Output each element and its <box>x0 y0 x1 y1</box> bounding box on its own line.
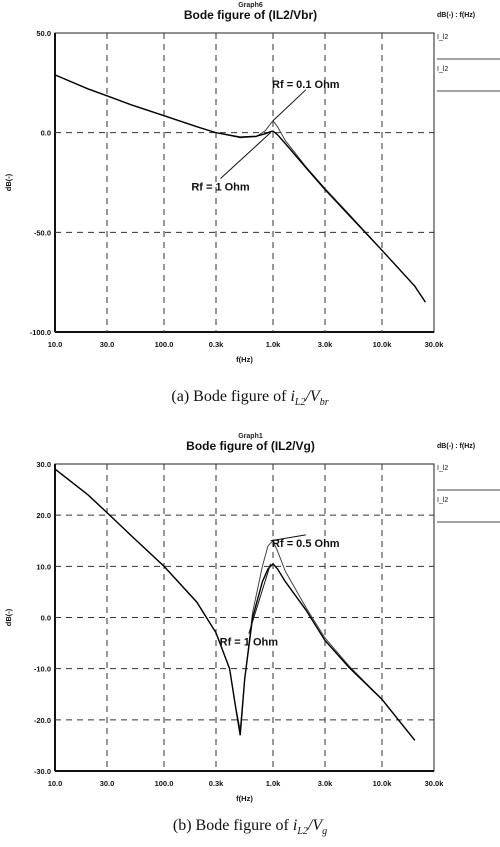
chart-title: Bode figure of (IL2/Vbr) <box>184 8 317 22</box>
bode-plot-a: Graph6 Bode figure of (IL2/Vbr) 10.0 30.0 10… <box>0 0 500 420</box>
legend-header: dB(-) : f(Hz) <box>437 443 475 450</box>
legend-entry: I_l2 <box>437 66 448 73</box>
y-tick-label: -100.0 <box>30 328 51 337</box>
caption-a: (a) Bode figure of iL2/Vbr <box>0 388 500 408</box>
legend-entry: I_l2 <box>437 465 448 472</box>
x-axis-label: f(Hz) <box>236 355 253 364</box>
x-tick-label: 1.0k <box>266 779 281 788</box>
legend-entry: I_l2 <box>437 497 448 504</box>
caption-b-num: i <box>292 817 298 834</box>
series-line-2 <box>54 468 416 741</box>
annotation-label: Rf = 0.5 Ohm <box>272 538 340 550</box>
y-tick-label: -20.0 <box>34 716 51 725</box>
y-tick-label: -30.0 <box>34 767 51 776</box>
x-tick-label: 0.3k <box>209 779 224 788</box>
x-tick-label: 30.0 <box>100 779 115 788</box>
graph-label: Graph6 <box>238 2 263 9</box>
y-tick-label: 30.0 <box>36 460 51 469</box>
y-tick-label: 10.0 <box>36 562 51 571</box>
bode-plot-b: Graph1 Bode figure of (IL2/Vg) 10.0 30.0 100… <box>0 423 500 847</box>
caption-a-num: i <box>290 388 295 405</box>
y-tick-label: -10.0 <box>34 665 51 674</box>
annotation-label: Rf = 0.1 Ohm <box>272 79 340 91</box>
annotation-arrow <box>248 563 272 634</box>
annotation-label: Rf = 1 Ohm <box>220 637 279 649</box>
caption-b-prefix: (b) Bode figure of <box>172 817 293 834</box>
x-tick-label: 3.0k <box>318 779 333 788</box>
x-axis-label: f(Hz) <box>236 794 253 803</box>
legend-entry: I_l2 <box>437 34 448 41</box>
x-tick-label: 1.0k <box>266 340 281 349</box>
caption-a-sep: / <box>305 388 310 405</box>
x-tick-label: 3.0k <box>318 340 333 349</box>
caption-b-num-sub: L2 <box>297 826 308 838</box>
legend-header: dB(-) : f(Hz) <box>437 12 475 19</box>
x-tick-label: 100.0 <box>155 340 174 349</box>
graph-label: Graph1 <box>238 433 263 440</box>
annotation-label: Rf = 1 Ohm <box>191 181 250 193</box>
chart-title: Bode figure of (IL2/Vg) <box>186 439 315 453</box>
annotation-arrow <box>270 534 306 542</box>
series-line-2 <box>54 74 426 303</box>
annotation-arrow <box>272 89 307 122</box>
x-tick-label: 10.0 <box>48 340 63 349</box>
x-tick-label: 100.0 <box>155 779 174 788</box>
x-tick-label: 10.0k <box>373 779 393 788</box>
x-tick-label: 0.3k <box>209 340 224 349</box>
y-tick-label: 0.0 <box>41 614 51 623</box>
caption-a-prefix: (a) Bode figure of <box>171 388 291 405</box>
x-tick-label: 30.0k <box>425 779 445 788</box>
y-axis-label: dB(-) <box>4 173 13 191</box>
x-tick-label: 30.0 <box>100 340 115 349</box>
x-tick-label: 30.0k <box>425 340 445 349</box>
x-tick-label: 10.0 <box>48 779 63 788</box>
caption-a-den-sub: br <box>319 397 329 409</box>
y-tick-label: 0.0 <box>41 129 51 138</box>
caption-b: (b) Bode figure of iL2/Vg <box>0 817 500 837</box>
x-tick-label: 10.0k <box>373 340 393 349</box>
y-tick-label: -50.0 <box>34 228 51 237</box>
annotation-arrow <box>220 132 271 179</box>
caption-a-num-sub: L2 <box>294 397 306 409</box>
y-axis-label: dB(-) <box>4 608 13 626</box>
y-tick-label: 20.0 <box>36 511 51 520</box>
caption-b-den-sub: g <box>322 826 328 838</box>
caption-a-den: V <box>309 388 320 405</box>
caption-b-sep: / <box>307 817 313 834</box>
y-tick-label: 50.0 <box>36 29 51 38</box>
caption-b-den: V <box>312 817 323 834</box>
